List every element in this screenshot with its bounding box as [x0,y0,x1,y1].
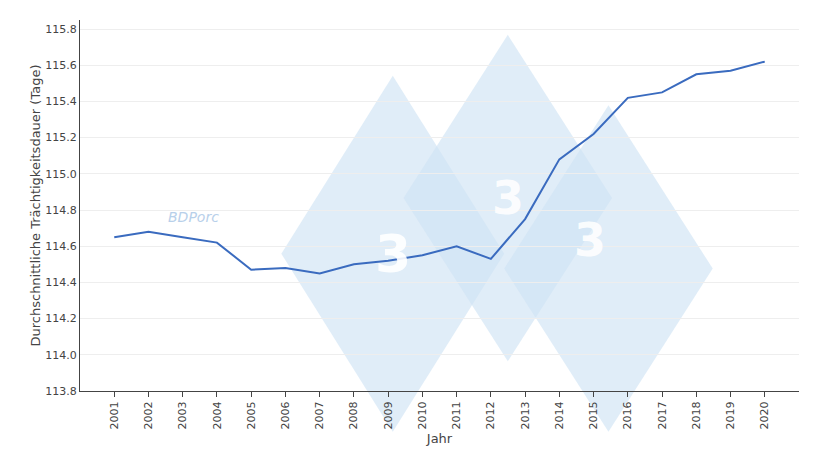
svg-text:2003: 2003 [176,401,189,429]
svg-text:Durchschnittliche Trächtigkeit: Durchschnittliche Trächtigkeitsdauer (Ta… [28,65,43,347]
svg-text:2007: 2007 [313,401,326,429]
svg-text:114.4: 114.4 [45,276,77,289]
svg-text:2002: 2002 [142,401,155,429]
svg-text:2006: 2006 [279,401,292,429]
svg-text:3: 3 [492,171,524,225]
svg-text:Jahr: Jahr [426,431,453,446]
svg-text:114.2: 114.2 [45,312,77,325]
svg-text:2009: 2009 [382,401,395,429]
svg-text:2008: 2008 [347,401,360,429]
svg-text:3: 3 [375,224,411,284]
svg-text:2019: 2019 [724,401,737,429]
svg-text:115.8: 115.8 [45,23,77,36]
svg-text:114.0: 114.0 [45,349,77,362]
svg-text:2001: 2001 [108,401,121,429]
svg-text:114.6: 114.6 [45,240,77,253]
svg-text:2020: 2020 [758,401,771,429]
svg-text:115.0: 115.0 [45,168,77,181]
svg-text:2018: 2018 [690,401,703,429]
svg-text:2012: 2012 [484,401,497,429]
svg-text:2011: 2011 [450,401,463,429]
svg-text:113.8: 113.8 [45,385,77,398]
svg-text:2004: 2004 [211,401,224,429]
svg-text:114.8: 114.8 [45,204,77,217]
svg-text:115.4: 115.4 [45,95,77,108]
svg-text:115.6: 115.6 [45,59,77,72]
svg-text:BDPorc: BDPorc [168,209,219,225]
svg-text:115.2: 115.2 [45,131,77,144]
svg-text:2005: 2005 [245,401,258,429]
svg-text:2015: 2015 [587,401,600,429]
svg-text:2010: 2010 [416,401,429,429]
svg-text:2013: 2013 [519,401,532,429]
svg-text:2016: 2016 [621,401,634,429]
svg-text:3: 3 [574,213,606,267]
svg-text:2014: 2014 [553,401,566,429]
svg-text:2017: 2017 [656,401,669,429]
